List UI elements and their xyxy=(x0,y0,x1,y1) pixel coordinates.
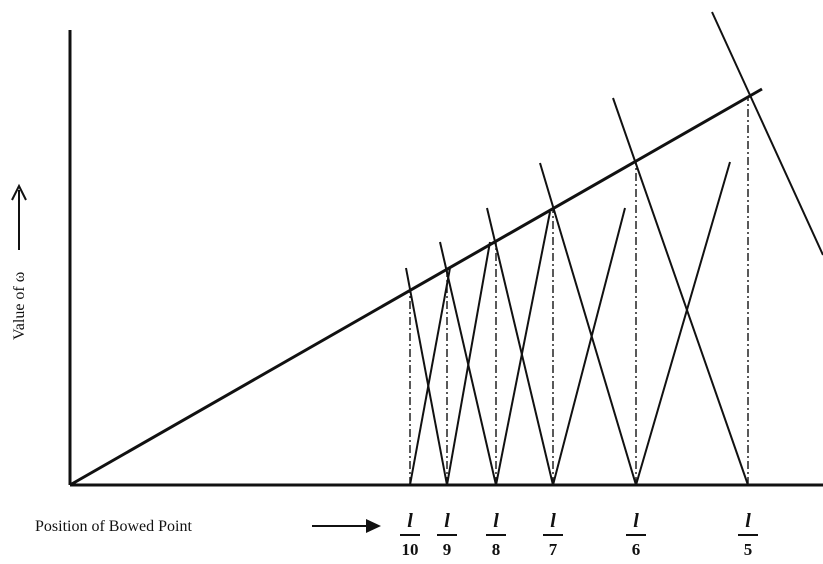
tick-denominator: 9 xyxy=(443,540,452,559)
x-arrow xyxy=(312,519,381,533)
main-line xyxy=(69,87,763,487)
tick-denominator: 8 xyxy=(492,540,501,559)
tick-numerator: l xyxy=(550,510,556,532)
y-arrow xyxy=(11,183,27,250)
tick-numerator: l xyxy=(444,510,450,532)
tick-numerator: l xyxy=(745,510,751,532)
tick-numerator: l xyxy=(493,510,499,532)
y-axis-label: Value of ω xyxy=(11,272,28,340)
tick-numerator: l xyxy=(633,510,639,532)
tick-labels: l 10 l 9 l 8 l 7 l 6 l 5 xyxy=(400,510,758,559)
tick-denominator: 6 xyxy=(632,540,641,559)
tick-denominator: 5 xyxy=(744,540,753,559)
tick-denominator: 7 xyxy=(549,540,558,559)
crossing-lines xyxy=(405,11,823,486)
x-axis-label: Position of Bowed Point xyxy=(35,518,192,535)
tick-numerator: l xyxy=(407,510,413,532)
tick-denominator: 10 xyxy=(402,540,419,559)
verticals xyxy=(409,98,749,485)
